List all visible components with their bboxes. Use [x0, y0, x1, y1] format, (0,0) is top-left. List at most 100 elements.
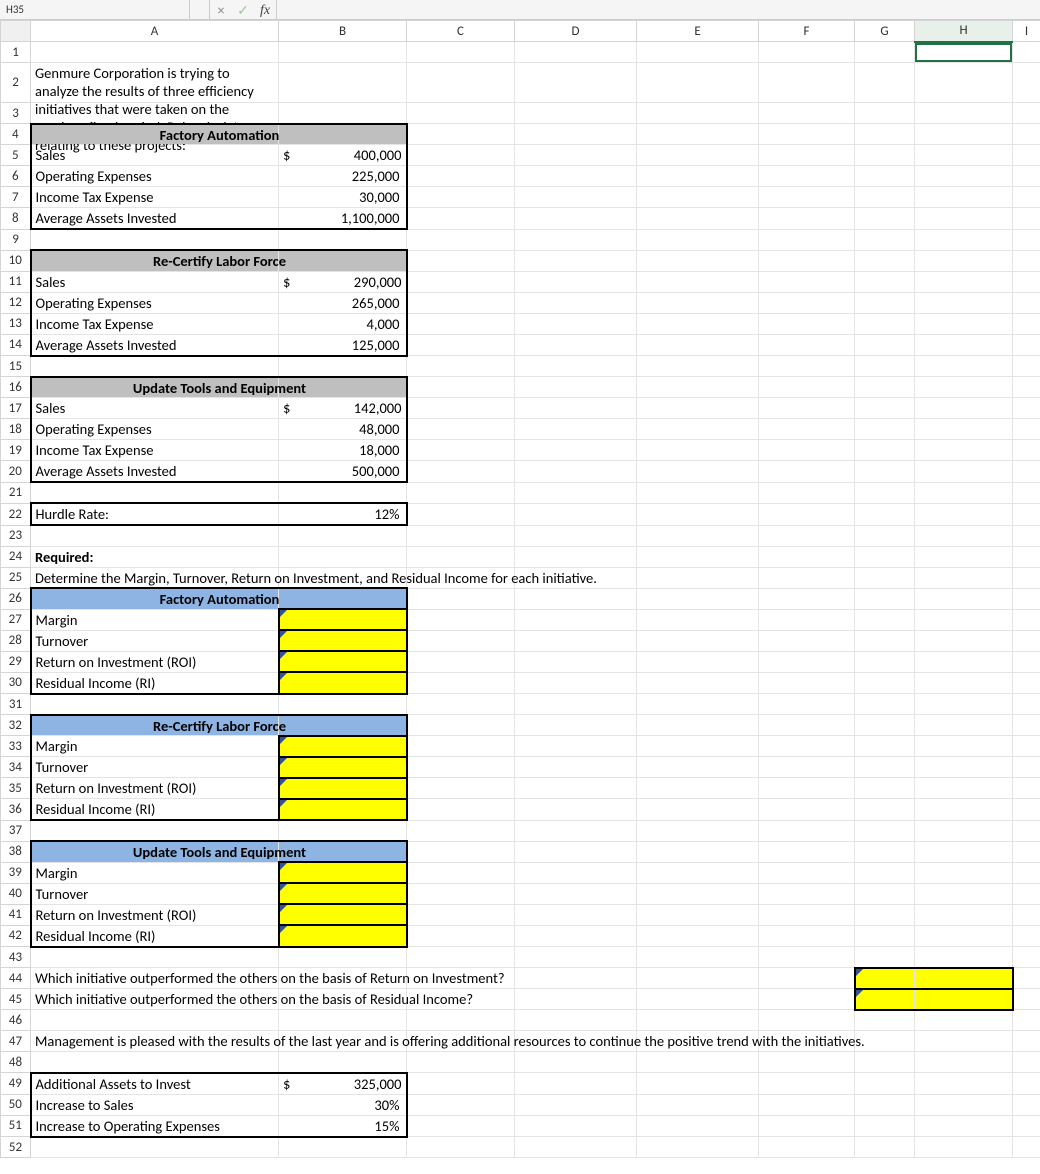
cell-H1[interactable] — [915, 42, 1013, 63]
cell-C31[interactable] — [407, 694, 515, 715]
cell-D14[interactable] — [515, 334, 637, 356]
cell-H47[interactable] — [915, 1031, 1013, 1052]
cell-E14[interactable] — [637, 334, 759, 356]
cell-A38[interactable]: Update Tools and Equipment — [31, 841, 279, 862]
cell-I42[interactable] — [1013, 925, 1040, 947]
cell-A21[interactable] — [31, 482, 279, 503]
cell-H26[interactable] — [915, 588, 1013, 609]
col-header-E[interactable]: E — [637, 21, 759, 42]
cell-G43[interactable] — [855, 947, 915, 968]
cell-D10[interactable] — [515, 250, 637, 271]
cell-G9[interactable] — [855, 229, 915, 250]
cell-C44[interactable] — [407, 968, 515, 989]
cell-H9[interactable] — [915, 229, 1013, 250]
cell-E25[interactable] — [637, 567, 759, 588]
cell-D2[interactable] — [515, 63, 637, 103]
cell-I36[interactable] — [1013, 799, 1040, 821]
cell-H49[interactable] — [915, 1073, 1013, 1095]
cell-I52[interactable] — [1013, 1137, 1040, 1158]
cell-F39[interactable] — [759, 862, 855, 883]
cell-C20[interactable] — [407, 461, 515, 483]
cell-D18[interactable] — [515, 419, 637, 440]
cell-I13[interactable] — [1013, 313, 1040, 334]
cell-A1[interactable] — [31, 42, 279, 63]
cell-D46[interactable] — [515, 1010, 637, 1031]
cell-C26[interactable] — [407, 588, 515, 609]
select-all-corner[interactable] — [1, 21, 31, 42]
cell-C49[interactable] — [407, 1073, 515, 1095]
cell-G29[interactable] — [855, 651, 915, 672]
cell-C13[interactable] — [407, 313, 515, 334]
cell-A33[interactable]: Margin — [31, 736, 279, 757]
row-header-40[interactable]: 40 — [1, 883, 31, 904]
cell-H20[interactable] — [915, 461, 1013, 483]
cell-D20[interactable] — [515, 461, 637, 483]
cell-H46[interactable] — [915, 1010, 1013, 1031]
cell-E7[interactable] — [637, 187, 759, 208]
cell-G15[interactable] — [855, 356, 915, 377]
cell-D47[interactable] — [515, 1031, 637, 1052]
cell-B52[interactable] — [279, 1137, 407, 1158]
cell-F19[interactable] — [759, 440, 855, 461]
cell-B25[interactable] — [279, 567, 407, 588]
cell-C24[interactable] — [407, 546, 515, 567]
cell-D33[interactable] — [515, 736, 637, 757]
row-header-14[interactable]: 14 — [1, 334, 31, 356]
cell-E1[interactable] — [637, 42, 759, 63]
column-header-row[interactable]: A B C D E F G H I — [1, 21, 1040, 42]
cell-F49[interactable] — [759, 1073, 855, 1095]
cell-D32[interactable] — [515, 715, 637, 736]
cell-B43[interactable] — [279, 947, 407, 968]
cell-B7[interactable]: 30,000 — [279, 187, 407, 208]
cell-E6[interactable] — [637, 166, 759, 187]
cell-D39[interactable] — [515, 862, 637, 883]
cell-D50[interactable] — [515, 1094, 637, 1115]
row-header-5[interactable]: 5 — [1, 145, 31, 166]
row-header-24[interactable]: 24 — [1, 546, 31, 567]
cell-D5[interactable] — [515, 145, 637, 166]
cell-D7[interactable] — [515, 187, 637, 208]
cell-E35[interactable] — [637, 778, 759, 799]
cell-D25[interactable] — [515, 567, 637, 588]
cell-H23[interactable] — [915, 525, 1013, 546]
cell-B51[interactable]: 15% — [279, 1115, 407, 1137]
row-header-34[interactable]: 34 — [1, 757, 31, 778]
row-header-50[interactable]: 50 — [1, 1094, 31, 1115]
cell-H17[interactable] — [915, 398, 1013, 419]
cell-I3[interactable] — [1013, 103, 1040, 124]
cell-G42[interactable] — [855, 925, 915, 947]
cell-A32[interactable]: Re-Certify Labor Force — [31, 715, 279, 736]
cell-A23[interactable] — [31, 525, 279, 546]
cell-C3[interactable] — [407, 103, 515, 124]
row-header-9[interactable]: 9 — [1, 229, 31, 250]
cell-E15[interactable] — [637, 356, 759, 377]
cell-F9[interactable] — [759, 229, 855, 250]
cell-H19[interactable] — [915, 440, 1013, 461]
cell-E11[interactable] — [637, 271, 759, 292]
worksheet[interactable]: A B C D E F G H I 12Genmure Corporation … — [0, 20, 1040, 1158]
row-header-4[interactable]: 4 — [1, 124, 31, 145]
cell-G30[interactable] — [855, 672, 915, 694]
cell-E22[interactable] — [637, 503, 759, 525]
row-header-47[interactable]: 47 — [1, 1031, 31, 1052]
cell-F18[interactable] — [759, 419, 855, 440]
cell-H38[interactable] — [915, 841, 1013, 862]
cell-B16[interactable] — [279, 377, 407, 398]
col-header-H[interactable]: H — [915, 21, 1013, 42]
cell-I25[interactable] — [1013, 567, 1040, 588]
cell-B50[interactable]: 30% — [279, 1094, 407, 1115]
cell-G23[interactable] — [855, 525, 915, 546]
cell-A13[interactable]: Income Tax Expense — [31, 313, 279, 334]
cell-B19[interactable]: 18,000 — [279, 440, 407, 461]
cell-I7[interactable] — [1013, 187, 1040, 208]
cell-B33[interactable] — [279, 736, 407, 757]
cell-F2[interactable] — [759, 63, 855, 103]
cell-A19[interactable]: Income Tax Expense — [31, 440, 279, 461]
cell-B48[interactable] — [279, 1052, 407, 1073]
cell-A29[interactable]: Return on Investment (ROI) — [31, 651, 279, 672]
cell-H48[interactable] — [915, 1052, 1013, 1073]
cell-D28[interactable] — [515, 630, 637, 651]
cell-D22[interactable] — [515, 503, 637, 525]
cell-A28[interactable]: Turnover — [31, 630, 279, 651]
cell-B11[interactable]: $290,000 — [279, 271, 407, 292]
